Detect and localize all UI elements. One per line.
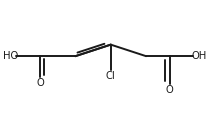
- Text: HO: HO: [3, 51, 18, 61]
- Text: O: O: [36, 78, 44, 88]
- Text: Cl: Cl: [106, 71, 116, 81]
- Text: OH: OH: [191, 51, 206, 61]
- Text: O: O: [166, 85, 174, 95]
